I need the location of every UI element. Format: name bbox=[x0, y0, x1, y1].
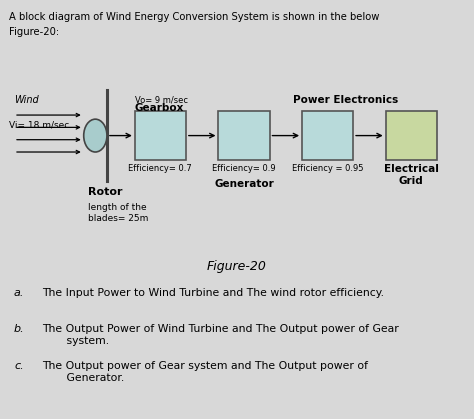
Text: A block diagram of Wind Energy Conversion System is shown in the below: A block diagram of Wind Energy Conversio… bbox=[9, 13, 380, 22]
Text: Efficiency= 0.7: Efficiency= 0.7 bbox=[128, 164, 192, 173]
Text: The Output Power of Wind Turbine and The Output power of Gear
       system.: The Output Power of Wind Turbine and The… bbox=[42, 324, 399, 346]
Text: Vo= 9 m/sec: Vo= 9 m/sec bbox=[135, 96, 188, 105]
Bar bbox=[219, 111, 270, 160]
Bar bbox=[386, 111, 437, 160]
Text: a.: a. bbox=[14, 287, 24, 297]
Text: Gearbox: Gearbox bbox=[135, 103, 184, 113]
Text: Wind: Wind bbox=[14, 95, 39, 105]
Bar bbox=[135, 111, 186, 160]
Text: b.: b. bbox=[14, 324, 25, 334]
Ellipse shape bbox=[84, 119, 107, 152]
Bar bbox=[302, 111, 353, 160]
Text: The Output power of Gear system and The Output power of
       Generator.: The Output power of Gear system and The … bbox=[42, 362, 368, 383]
Text: Figure-20:: Figure-20: bbox=[9, 27, 60, 37]
Text: Figure-20: Figure-20 bbox=[207, 261, 267, 274]
Text: length of the
blades= 25m: length of the blades= 25m bbox=[88, 203, 149, 223]
Text: The Input Power to Wind Turbine and The wind rotor efficiency.: The Input Power to Wind Turbine and The … bbox=[42, 287, 384, 297]
Text: Efficiency = 0.95: Efficiency = 0.95 bbox=[292, 164, 364, 173]
Text: Electrical
Grid: Electrical Grid bbox=[384, 164, 438, 186]
Text: Rotor: Rotor bbox=[88, 187, 123, 197]
Text: Efficiency= 0.9: Efficiency= 0.9 bbox=[212, 164, 276, 173]
Text: Power Electronics: Power Electronics bbox=[293, 95, 398, 105]
Text: Generator: Generator bbox=[214, 179, 274, 189]
Text: c.: c. bbox=[14, 362, 24, 371]
Text: Vi= 18 m/sec: Vi= 18 m/sec bbox=[9, 120, 70, 129]
